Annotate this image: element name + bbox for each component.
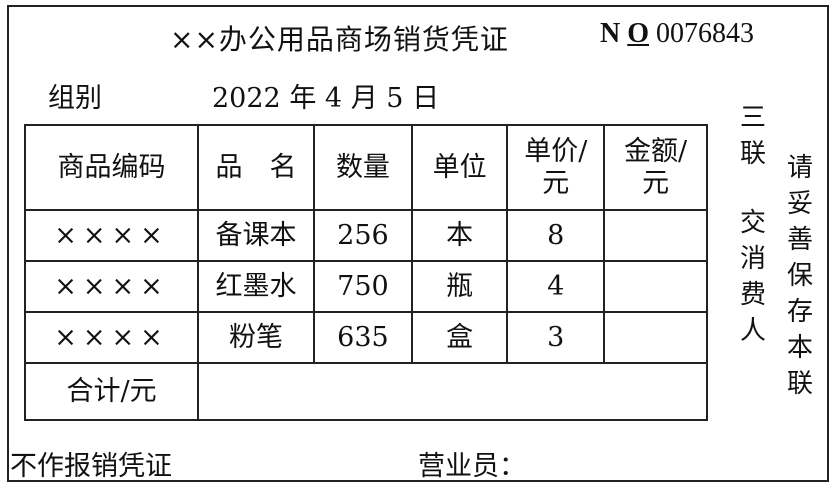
table-row: ×××× 红墨水 750 瓶 4 (23, 260, 708, 313)
date-day: 5 (386, 83, 404, 114)
cell-amount[interactable] (603, 260, 708, 313)
serial-number: N O 0076843 (600, 18, 754, 50)
header-unit: 单位 (410, 124, 509, 211)
cell-price: 3 (506, 311, 606, 364)
header-amount: 金额/元 (603, 124, 708, 211)
cell-qty: 256 (312, 209, 413, 262)
copy-recipient: 交消费人 (739, 208, 766, 346)
sales-table: 商品编码 品 名 数量 单位 单价/元 金额/元 ×××× 备课本 256 本 … (23, 124, 708, 421)
receipt-frame (7, 5, 829, 482)
cell-code: ×××× (23, 260, 200, 313)
date-day-unit: 日 (412, 83, 440, 114)
cell-name: 备课本 (197, 209, 315, 262)
total-row: 合计/元 (23, 362, 708, 421)
cell-qty: 635 (312, 311, 413, 364)
salesperson-label: 营业员： (418, 451, 526, 482)
cell-qty: 750 (312, 260, 413, 313)
header-name: 品 名 (197, 124, 315, 211)
cell-amount[interactable] (603, 209, 708, 262)
cell-unit: 盒 (410, 311, 509, 364)
cell-price: 4 (506, 260, 606, 313)
serial-value: 0076843 (656, 18, 755, 49)
header-code: 商品编码 (23, 124, 200, 211)
date-month: 4 (324, 83, 343, 114)
group-label: 组别 (48, 83, 102, 114)
header-price: 单价/元 (506, 124, 606, 211)
table-header-row: 商品编码 品 名 数量 单位 单价/元 金额/元 (23, 124, 708, 211)
cell-price: 8 (506, 209, 606, 262)
copy-number: 三联 (739, 103, 766, 169)
cell-unit: 瓶 (410, 260, 509, 313)
cell-code: ×××× (23, 209, 200, 262)
total-value[interactable] (197, 362, 708, 421)
date-year: 2022 (212, 83, 281, 114)
cell-amount[interactable] (603, 311, 708, 364)
total-label: 合计/元 (23, 362, 200, 421)
cell-name: 红墨水 (197, 260, 315, 313)
table-row: ×××× 备课本 256 本 8 (23, 209, 708, 262)
receipt-title: ××办公用品商场销货凭证 (170, 23, 509, 56)
header-qty: 数量 (312, 124, 413, 211)
date: 2022 年 4 月 5 日 (212, 76, 439, 115)
keep-note: 请妥善保存本联 (786, 153, 813, 399)
not-reimbursable-note: 不作报销凭证 (10, 451, 172, 482)
cell-name: 粉笔 (197, 311, 315, 364)
cell-code: ×××× (23, 311, 200, 364)
serial-prefix-n: N (600, 18, 621, 49)
date-year-unit: 年 (289, 83, 317, 114)
serial-prefix-o: O (627, 18, 650, 49)
date-month-unit: 月 (350, 83, 378, 114)
cell-unit: 本 (410, 209, 509, 262)
table-row: ×××× 粉笔 635 盒 3 (23, 311, 708, 364)
